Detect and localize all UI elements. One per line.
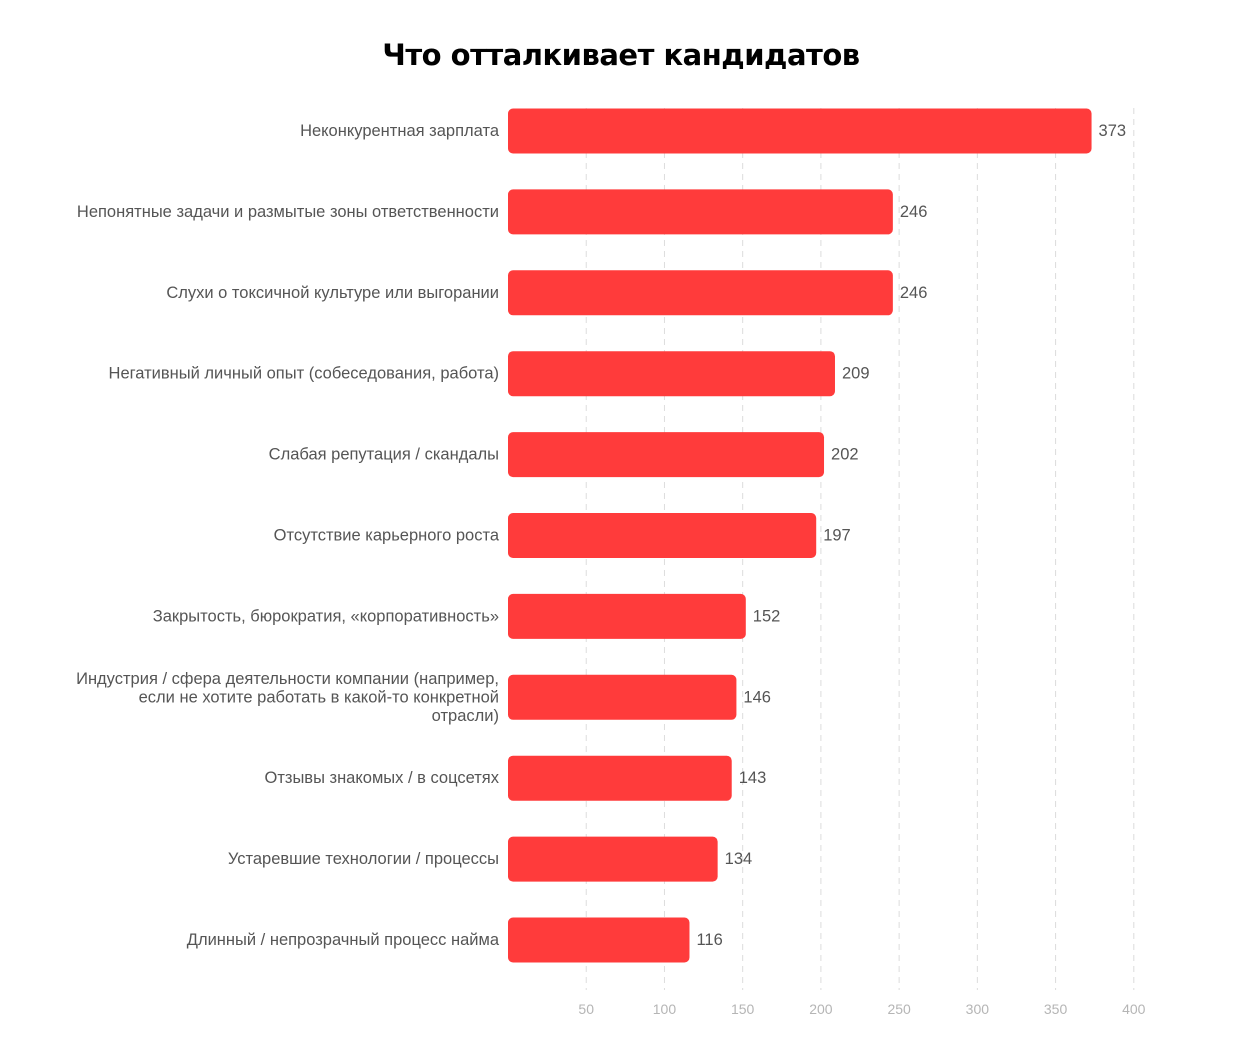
bar	[508, 917, 690, 963]
category-label: Отзывы знакомых / в соцсетях	[264, 769, 499, 787]
category-labels: Неконкурентная зарплата Непонятные задачи…	[76, 122, 500, 949]
bar	[508, 674, 737, 720]
category-label-line: Непонятные задачи и размытые зоны ответс…	[77, 203, 499, 221]
value-label: 143	[739, 769, 767, 787]
category-label-line: Слабая репутация / скандалы	[269, 446, 499, 464]
category-label: Закрытость, бюрократия, «корпоративность…	[153, 607, 499, 625]
category-label-line: если не хотите работать в какой-то конкр…	[139, 688, 499, 706]
value-label: 146	[743, 688, 771, 706]
category-label: Слухи о токсичной культуре или выгорании	[166, 284, 499, 302]
value-label: 197	[823, 527, 851, 545]
value-label: 134	[725, 850, 753, 868]
bar	[508, 755, 732, 801]
bar	[508, 270, 893, 316]
category-label: Индустрия / сфера деятельности компании …	[76, 670, 499, 725]
category-label-line: Закрытость, бюрократия, «корпоративность…	[153, 607, 499, 625]
category-label-line: Индустрия / сфера деятельности компании …	[76, 670, 499, 688]
category-label-line: Негативный личный опыт (собеседования, р…	[109, 365, 499, 383]
bar	[508, 432, 825, 478]
bar	[508, 189, 893, 235]
category-label-line: Отзывы знакомых / в соцсетях	[264, 769, 499, 787]
x-tick-label: 200	[809, 1001, 833, 1017]
chart-title: Что отталкивает кандидатов	[382, 38, 860, 72]
bar	[508, 351, 835, 397]
value-labels: 373 246 246 209 202 197 152 146 143 134 116	[696, 122, 1126, 949]
category-label: Непонятные задачи и размытые зоны ответс…	[77, 203, 499, 221]
x-tick-label: 300	[966, 1001, 990, 1017]
bar	[508, 836, 718, 882]
category-label: Длинный / непрозрачный процесс найма	[187, 931, 500, 949]
x-tick-label: 350	[1044, 1001, 1068, 1017]
value-label: 246	[900, 284, 928, 302]
x-tick-label: 150	[731, 1001, 755, 1017]
category-label: Устаревшие технологии / процессы	[228, 850, 499, 868]
x-tick-label: 50	[578, 1001, 594, 1017]
category-label-line: Длинный / непрозрачный процесс найма	[187, 931, 500, 949]
category-label-line: Отсутствие карьерного роста	[274, 527, 500, 545]
x-tick-label: 100	[653, 1001, 677, 1017]
category-label: Негативный личный опыт (собеседования, р…	[109, 365, 499, 383]
category-label-line: Неконкурентная зарплата	[300, 122, 500, 140]
bar	[508, 513, 817, 558]
value-label: 209	[842, 365, 870, 383]
value-label: 202	[831, 446, 859, 464]
category-label: Отсутствие карьерного роста	[274, 527, 500, 545]
bar	[508, 108, 1092, 154]
x-axis-ticks: 50 100 150 200 250 300 350 400	[578, 1001, 1145, 1017]
x-tick-label: 250	[887, 1001, 911, 1017]
category-label: Неконкурентная зарплата	[300, 122, 500, 140]
bars	[508, 108, 1092, 963]
value-label: 373	[1099, 122, 1127, 140]
category-label: Слабая репутация / скандалы	[269, 446, 499, 464]
category-label-line: Слухи о токсичной культуре или выгорании	[166, 284, 499, 302]
value-label: 152	[753, 607, 781, 625]
category-label-line: отрасли)	[432, 707, 499, 725]
value-label: 246	[900, 203, 928, 221]
x-tick-label: 400	[1122, 1001, 1146, 1017]
category-label-line: Устаревшие технологии / процессы	[228, 850, 499, 868]
value-label: 116	[696, 931, 722, 949]
bar	[508, 593, 746, 639]
